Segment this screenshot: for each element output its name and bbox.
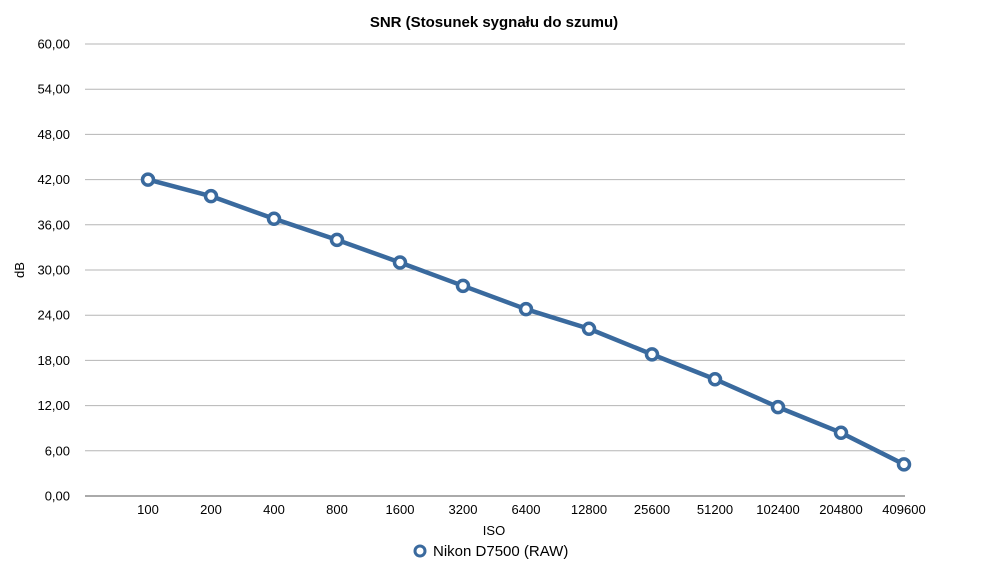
- series-line: [145, 177, 907, 467]
- y-tick-label: 6,00: [45, 443, 70, 458]
- x-tick-label: 800: [326, 502, 348, 517]
- data-point: [140, 172, 156, 187]
- x-tick-label: 25600: [634, 502, 670, 517]
- y-tick-label: 42,00: [37, 172, 70, 187]
- x-tick-label: 3200: [449, 502, 478, 517]
- y-tick-label: 12,00: [37, 398, 70, 413]
- x-tick-label: 204800: [819, 502, 862, 517]
- y-tick-labels: 0,00 6,00 12,00 18,00 24,00 30,00 36,00 42,00 48…: [37, 37, 70, 504]
- y-axis-label: dB: [12, 262, 27, 278]
- data-point: [266, 211, 282, 227]
- gridlines: [85, 43, 905, 497]
- x-tick-label: 51200: [697, 502, 733, 517]
- data-point: [896, 457, 912, 472]
- legend-marker: [413, 544, 427, 558]
- series-group: [140, 172, 912, 472]
- x-tick-label: 400: [263, 502, 285, 517]
- x-axis-label: ISO: [483, 523, 505, 538]
- x-tick-label: 1600: [386, 502, 415, 517]
- x-tick-label: 200: [200, 502, 222, 517]
- y-tick-label: 30,00: [37, 263, 70, 278]
- data-point: [644, 347, 660, 362]
- x-tick-label: 6400: [512, 502, 541, 517]
- data-point: [770, 399, 786, 415]
- x-tick-label: 102400: [756, 502, 799, 517]
- data-point: [707, 371, 723, 387]
- x-tick-label: 100: [137, 502, 159, 517]
- data-point: [518, 301, 534, 317]
- y-tick-label: 60,00: [37, 37, 70, 52]
- y-tick-label: 48,00: [37, 127, 70, 142]
- data-point: [203, 188, 219, 204]
- data-point: [833, 425, 849, 440]
- x-tick-label: 12800: [571, 502, 607, 517]
- chart-title: SNR (Stosunek sygnału do szumu): [370, 14, 618, 31]
- y-tick-label: 54,00: [37, 82, 70, 97]
- y-tick-label: 18,00: [37, 353, 70, 368]
- x-tick-label: 409600: [882, 502, 925, 517]
- legend: Nikon D7500 (RAW): [413, 543, 568, 560]
- data-point: [581, 321, 597, 337]
- y-tick-label: 0,00: [45, 489, 70, 504]
- y-tick-label: 24,00: [37, 308, 70, 323]
- y-tick-label: 36,00: [37, 217, 70, 232]
- legend-label: Nikon D7500 (RAW): [433, 543, 568, 560]
- data-point: [455, 278, 471, 294]
- x-tick-labels: 100 200 400 800 1600 3200 6400 12800 25600 51200 1…: [137, 502, 926, 517]
- data-point: [392, 255, 408, 270]
- data-point: [329, 232, 345, 248]
